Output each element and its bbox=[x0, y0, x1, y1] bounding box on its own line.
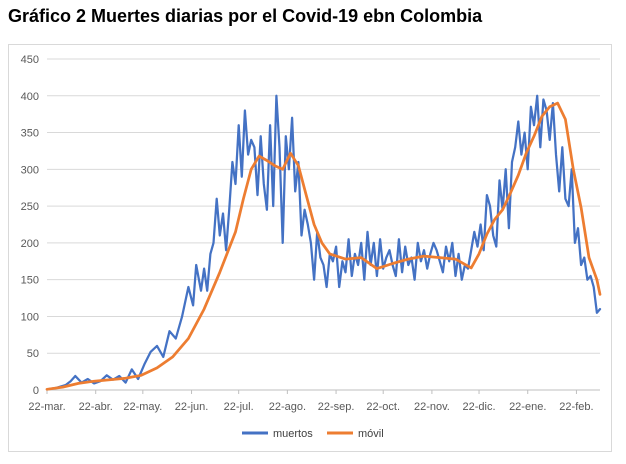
x-tick-label: 22-oct. bbox=[366, 401, 400, 413]
y-axis-ticks: 0 50 100 150 200 250 300 350 400 450 bbox=[21, 54, 39, 397]
y-tick-label: 400 bbox=[21, 91, 39, 103]
series-line-muertos bbox=[45, 94, 602, 391]
legend: muertos móvil bbox=[242, 428, 384, 440]
x-tick-label: 22-feb. bbox=[559, 401, 593, 413]
legend-label: muertos bbox=[273, 428, 313, 440]
series-line-móvil bbox=[45, 101, 602, 391]
y-tick-label: 250 bbox=[21, 201, 39, 213]
y-tick-label: 300 bbox=[21, 164, 39, 176]
y-tick-label: 100 bbox=[21, 311, 39, 323]
y-tick-label: 350 bbox=[21, 128, 39, 140]
x-tick-label: 22-jul. bbox=[224, 401, 254, 413]
y-tick-label: 200 bbox=[21, 238, 39, 250]
x-axis-ticks: 22-mar. 22-abr. 22-may. 22-jun. 22-jul. 22-ag… bbox=[28, 390, 594, 413]
chart-frame: 0 50 100 150 200 250 300 350 400 450 22-mar. 22-ab… bbox=[8, 44, 612, 452]
line-chart: 0 50 100 150 200 250 300 350 400 450 22-mar. 22-ab… bbox=[21, 54, 602, 440]
y-tick-label: 0 bbox=[33, 385, 39, 397]
series-lines bbox=[45, 94, 602, 391]
x-tick-label: 22-jun. bbox=[175, 401, 209, 413]
x-tick-label: 22-mar. bbox=[28, 401, 65, 413]
y-tick-label: 150 bbox=[21, 275, 39, 287]
x-tick-label: 22-abr. bbox=[79, 401, 113, 413]
x-tick-label: 22-may. bbox=[123, 401, 162, 413]
grid-lines bbox=[47, 58, 600, 391]
x-tick-label: 22-nov. bbox=[414, 401, 450, 413]
legend-label: móvil bbox=[358, 428, 384, 440]
x-tick-label: 22-ago. bbox=[269, 401, 306, 413]
x-tick-label: 22-ene. bbox=[509, 401, 546, 413]
x-tick-label: 22-dic. bbox=[463, 401, 496, 413]
x-tick-label: 22-sep. bbox=[318, 401, 355, 413]
y-tick-label: 450 bbox=[21, 54, 39, 66]
y-tick-label: 50 bbox=[27, 348, 39, 360]
page-title: Gráfico 2 Muertes diarias por el Covid-1… bbox=[8, 6, 483, 26]
